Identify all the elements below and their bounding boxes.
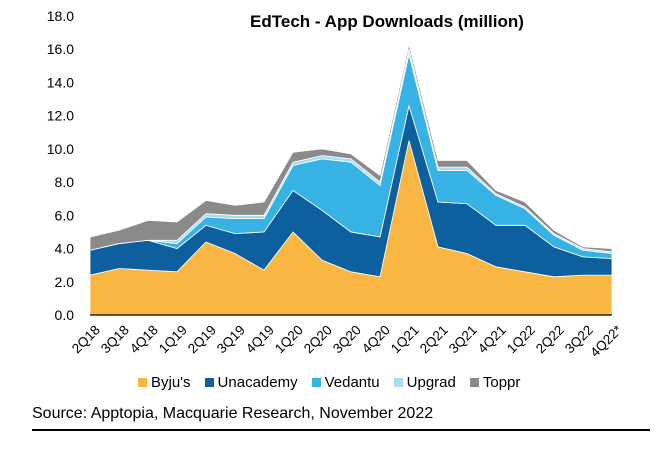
legend-item: Upgrad (393, 374, 456, 391)
legend-swatch (311, 378, 321, 387)
x-tick-label: 3Q18 (98, 322, 132, 356)
legend-item: Vedantu (311, 374, 380, 391)
x-tick-label: 4Q19 (243, 322, 277, 356)
legend-swatch (469, 378, 479, 387)
legend-label: Unacademy (217, 374, 298, 391)
legend-item: Toppr (469, 374, 521, 391)
x-tick-label: 1Q22 (504, 322, 538, 356)
y-tick-label: 6.0 (55, 207, 75, 223)
x-tick-label: 3Q21 (446, 322, 480, 356)
y-axis-ticks: 0.0 2.0 4.0 6.0 8.0 10.0 12.0 14.0 16.0 18.0 (47, 8, 74, 323)
x-tick-label: 2Q18 (69, 322, 103, 356)
x-tick-label: 2Q19 (185, 322, 219, 356)
x-axis-ticks: 2Q183Q184Q181Q192Q193Q194Q191Q202Q203Q20… (69, 322, 625, 360)
legend: Byju's Unacademy Vedantu Upgrad Toppr (138, 374, 520, 391)
x-tick-label: 4Q20 (359, 322, 393, 356)
legend-label: Vedantu (324, 374, 380, 391)
y-tick-label: 0.0 (55, 307, 75, 323)
legend-swatch (393, 378, 403, 387)
x-tick-label: 3Q19 (214, 322, 248, 356)
x-tick-label: 3Q20 (330, 322, 364, 356)
y-tick-label: 16.0 (47, 41, 74, 57)
legend-item: Byju's (138, 374, 191, 391)
x-tick-label: 4Q18 (127, 322, 161, 356)
y-tick-label: 4.0 (55, 241, 75, 257)
y-tick-label: 2.0 (55, 274, 75, 290)
x-tick-label: 4Q21 (475, 322, 509, 356)
y-tick-label: 10.0 (47, 141, 74, 157)
legend-swatch (138, 378, 147, 387)
legend-label: Byju's (151, 374, 191, 391)
y-tick-label: 14.0 (47, 74, 74, 90)
x-tick-label: 1Q21 (388, 322, 422, 356)
x-tick-label: 1Q19 (156, 322, 190, 356)
source-divider (32, 429, 650, 431)
legend-label: Toppr (482, 374, 521, 391)
x-tick-label: 2Q21 (417, 322, 451, 356)
y-tick-label: 18.0 (47, 8, 74, 24)
y-tick-label: 12.0 (47, 108, 74, 124)
x-tick-label: 2Q20 (301, 322, 335, 356)
area-toppr (89, 44, 613, 253)
x-tick-label: 1Q20 (272, 322, 306, 356)
legend-label: Upgrad (406, 374, 456, 391)
legend-swatch (204, 378, 214, 387)
chart-title: EdTech - App Downloads (million) (250, 12, 524, 31)
x-tick-label: 4Q22* (587, 322, 625, 360)
y-tick-label: 8.0 (55, 174, 75, 190)
source-note: Source: Apptopia, Macquarie Research, No… (32, 405, 434, 422)
legend-item: Unacademy (204, 374, 298, 391)
area-series-group (89, 44, 613, 316)
x-tick-label: 2Q22 (533, 322, 567, 356)
